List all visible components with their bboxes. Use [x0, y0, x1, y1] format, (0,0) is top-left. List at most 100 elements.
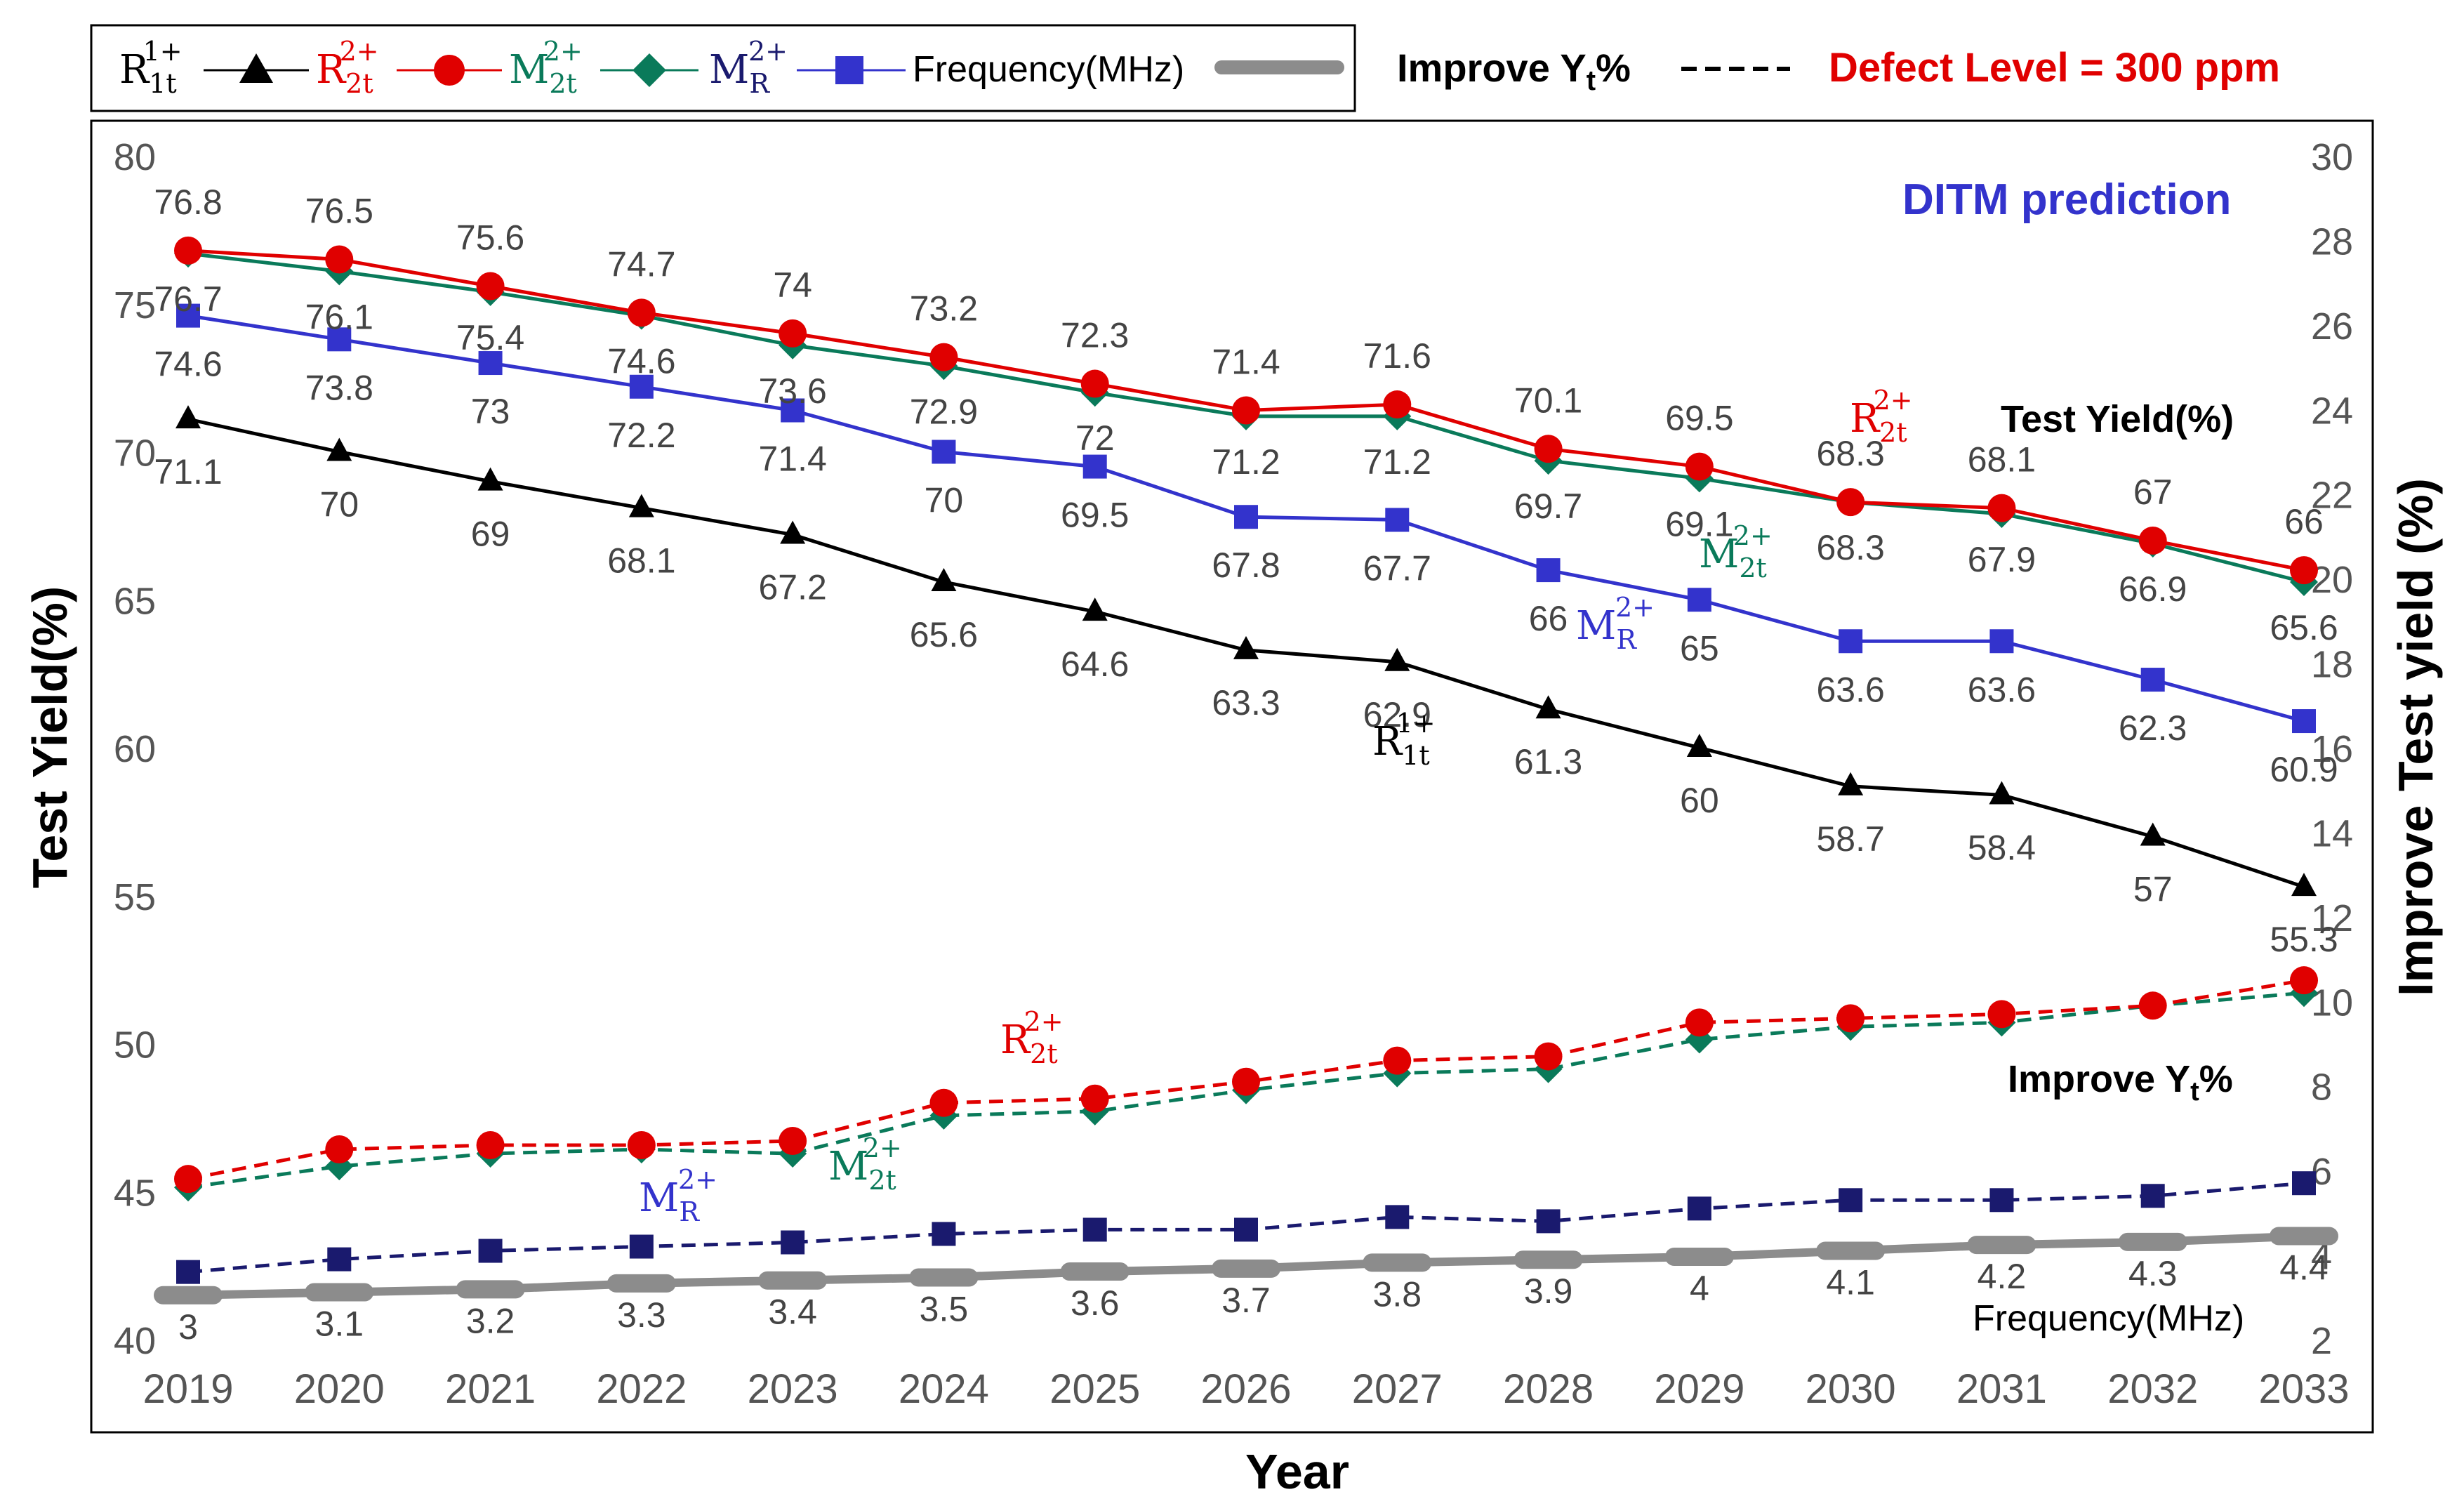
annotation-mr-top-sup: 2+ [1615, 592, 1655, 623]
y-left-tick-label: 80 [114, 136, 156, 178]
data-label: 68.1 [1968, 440, 2036, 480]
y-right-tick-label: 12 [2311, 897, 2353, 939]
data-label: 69 [471, 515, 510, 554]
data-point [1989, 781, 2015, 805]
data-point [1687, 1196, 1711, 1221]
legend-r1t-sub: 1t [149, 68, 176, 99]
data-label: 65.6 [2270, 608, 2338, 647]
legend-m2t-sub: 2t [549, 68, 576, 99]
data-point [1385, 508, 1410, 532]
data-label: 67 [2133, 473, 2173, 512]
data-point [1080, 369, 1109, 398]
data-label: 63.3 [1212, 683, 1280, 722]
annotation-m2t-bottom-sup: 2+ [863, 1132, 902, 1163]
data-label: 3 [178, 1307, 198, 1347]
data-point [1989, 1188, 2014, 1213]
data-point [779, 1126, 807, 1155]
data-label: 65.6 [910, 615, 978, 654]
data-point [478, 351, 503, 376]
data-point [327, 1247, 352, 1272]
data-label: 73 [471, 392, 510, 431]
data-point [327, 327, 352, 352]
data-label: 3.3 [617, 1295, 666, 1335]
data-label: 72.9 [910, 392, 978, 431]
data-label: 66.9 [2119, 569, 2187, 609]
data-label: 55.3 [2270, 920, 2338, 959]
data-label: 69.7 [1514, 487, 1582, 526]
legend-improve-suffix: % [1596, 46, 1631, 90]
y-axis-left-title: Test Yield(%) [22, 586, 77, 888]
x-tick-label: 2025 [1049, 1366, 1140, 1412]
data-label: 74.7 [607, 244, 675, 284]
data-label: 76.8 [154, 183, 222, 222]
annotation-r1t-top: R1t1+ [1372, 708, 1436, 771]
annotation-m2t-top-sup: 2+ [1733, 520, 1773, 551]
x-tick-label: 2032 [2107, 1366, 2198, 1412]
series-0 [175, 405, 2317, 897]
data-label: 67.9 [1968, 540, 2036, 579]
y-right-tick-label: 20 [2311, 559, 2353, 601]
data-point [929, 1088, 958, 1117]
data-label: 3.7 [1221, 1281, 1271, 1320]
annotation-mr-bottom: MR2+ [639, 1164, 717, 1227]
legend-defect-level: Defect Level = 300 ppm [1829, 45, 2280, 91]
y-right-tick-label: 14 [2311, 812, 2353, 854]
data-label: 4.4 [2279, 1248, 2329, 1287]
annotation-improve-yt: Improve Yt% [2008, 1058, 2233, 1107]
data-point [780, 520, 806, 544]
annotation-m2t-top: M2t2+ [1699, 520, 1773, 583]
data-point [1535, 695, 1561, 719]
data-point [1987, 1000, 2016, 1029]
data-point [2140, 822, 2166, 846]
annotation-frequency: Frequency(MHz) [1973, 1298, 2244, 1339]
data-label: 75.6 [456, 218, 524, 257]
data-point [1385, 1205, 1410, 1229]
x-axis-title: Year [1245, 1444, 1349, 1499]
data-point [1383, 1046, 1412, 1075]
data-label: 74.6 [607, 342, 675, 381]
data-point [477, 467, 503, 491]
data-point [1536, 1209, 1561, 1234]
data-label: 68.3 [1816, 434, 1884, 473]
legend-frequency-label: Frequency(MHz) [913, 49, 1184, 90]
data-label: 76.7 [154, 279, 222, 319]
annotation-mr-top-sub: R [1616, 624, 1637, 655]
annotation-r2t-bottom: R2t2+ [1000, 1006, 1064, 1069]
series-7 [176, 1171, 2316, 1284]
y-right-tick-label: 8 [2311, 1067, 2332, 1109]
axes: 4045505560657075802468101214161820222426… [114, 136, 2353, 1412]
data-label: 3.6 [1071, 1283, 1120, 1323]
annotation-r1t-top-sup: 1+ [1396, 708, 1436, 739]
y-right-tick-label: 16 [2311, 728, 2353, 770]
data-point [176, 303, 200, 328]
data-point [1987, 494, 2016, 522]
legend-mr-marker [835, 56, 863, 84]
data-label: 4.3 [2128, 1254, 2178, 1293]
annotation-m2t-bottom: M2t2+ [828, 1132, 902, 1196]
data-point [174, 1165, 202, 1194]
data-label: 60 [1680, 781, 1719, 820]
legend-m2t-label: M2t2+ [509, 36, 583, 99]
data-label: 62.3 [2119, 708, 2187, 748]
data-point [1534, 435, 1563, 463]
data-label: 3.1 [315, 1305, 364, 1344]
data-labels: 3 3.1 3.2 3.3 3.4 3.5 3.6 3.7 3.8 3.9 4 4.1 4.2 4.3 4.… [154, 183, 2338, 1347]
data-point [2140, 1184, 2165, 1208]
data-label: 3.2 [466, 1301, 515, 1340]
data-point [932, 1222, 956, 1246]
data-point [1989, 629, 2014, 654]
data-point [1836, 488, 1865, 517]
legend-entries: R1t1+ R2t2+ M2t2+ MR2+ Frequency(MHz) [119, 36, 1344, 99]
data-point [325, 245, 354, 274]
data-point [2291, 873, 2317, 897]
legend-mr-label: MR2+ [709, 36, 788, 99]
data-point [1232, 396, 1260, 425]
data-point [1839, 1188, 1863, 1213]
y-right-tick-label: 28 [2311, 220, 2353, 263]
annotation-mr-top: MR2+ [1576, 592, 1655, 655]
data-label: 71.2 [1212, 442, 1280, 482]
data-point [476, 1131, 505, 1160]
data-label: 61.3 [1514, 742, 1582, 781]
y-left-tick-label: 40 [114, 1320, 156, 1362]
